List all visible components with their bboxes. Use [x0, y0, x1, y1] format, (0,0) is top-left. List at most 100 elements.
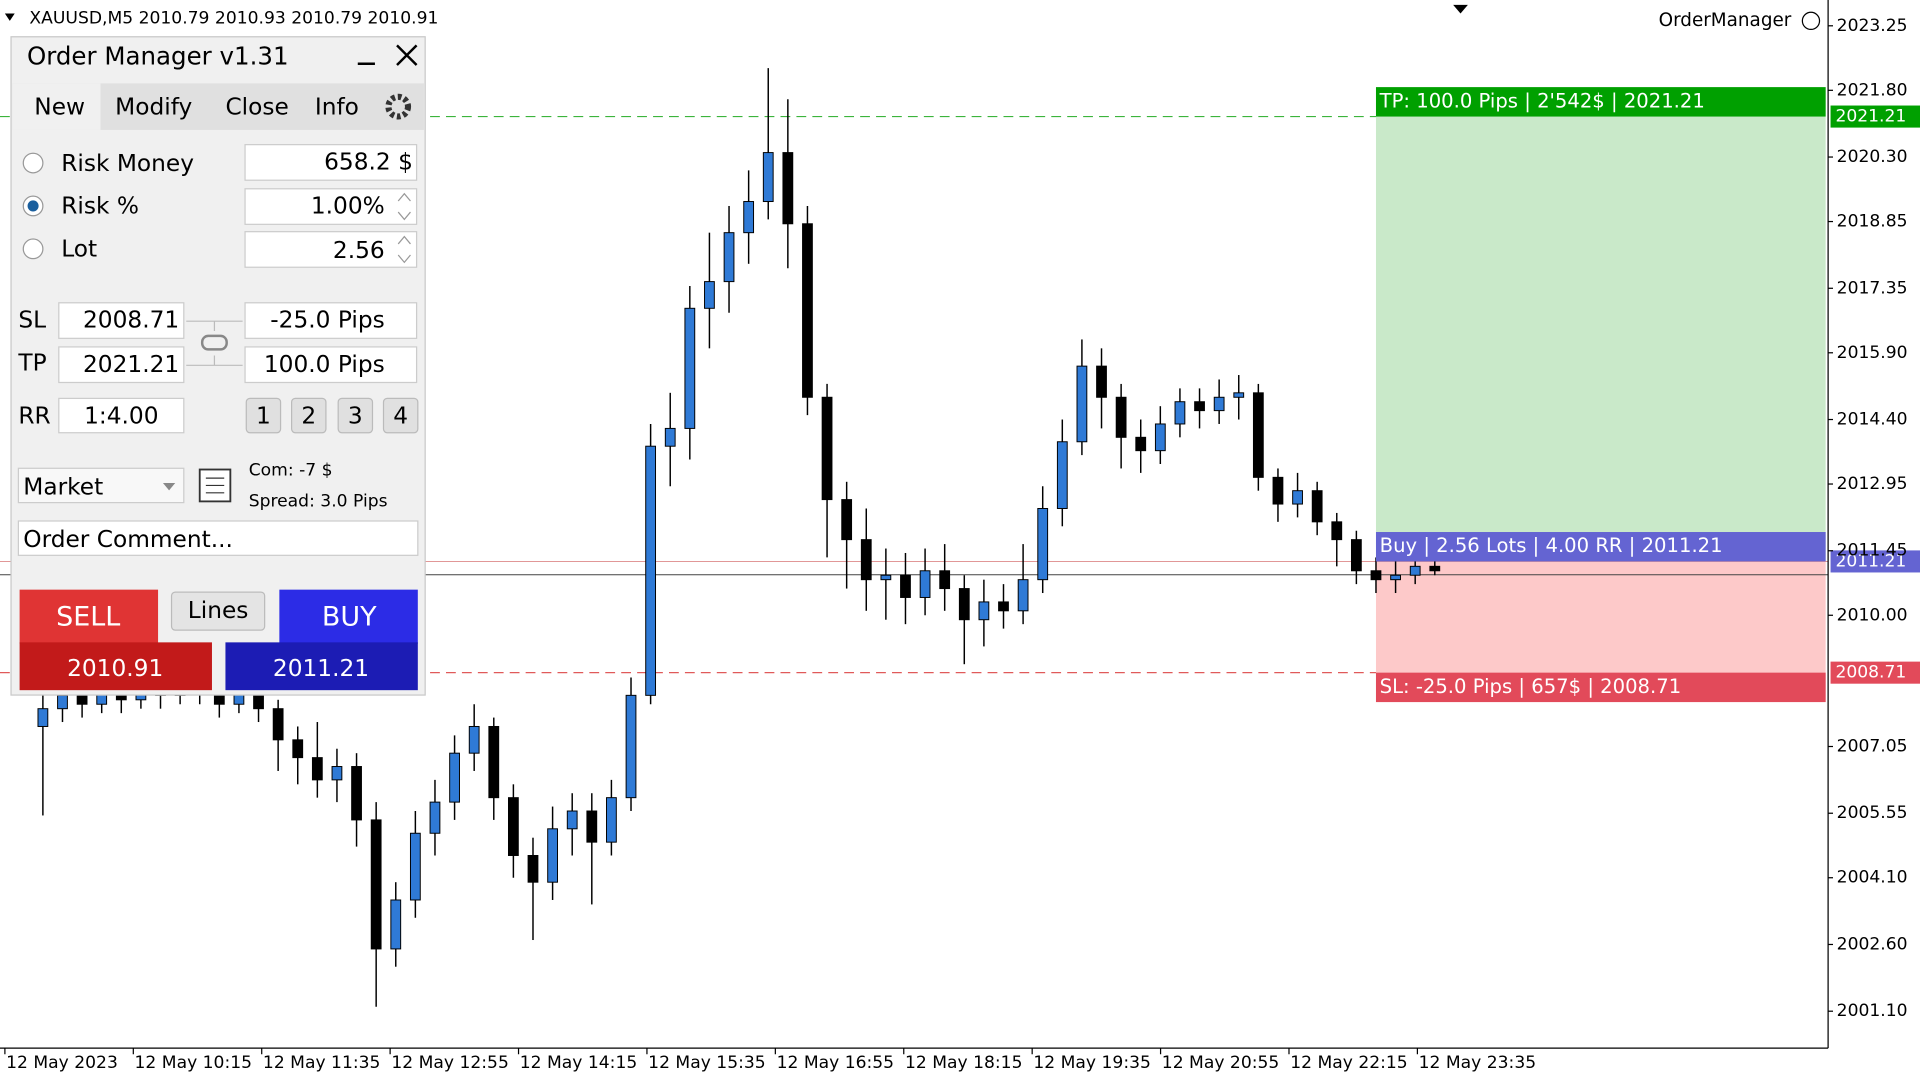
candle-body — [880, 574, 892, 581]
candle-body — [645, 445, 657, 696]
lines-button[interactable] — [170, 591, 266, 631]
close-button[interactable] — [396, 44, 418, 66]
field-label: Risk % — [61, 193, 139, 220]
rr-button[interactable] — [291, 397, 327, 434]
field-label: Risk Money — [61, 150, 194, 177]
input[interactable] — [244, 144, 418, 181]
sell-price-button[interactable] — [19, 642, 212, 691]
radio-selected — [27, 200, 39, 212]
y-tick-label: 2012.95 — [1837, 474, 1908, 494]
candle-body — [76, 694, 88, 705]
candle-body — [1390, 574, 1401, 581]
tp-zone — [1375, 87, 1826, 562]
y-tick-label: 2005.55 — [1837, 803, 1908, 823]
symbol-menu[interactable] — [4, 13, 15, 21]
input[interactable] — [244, 346, 418, 384]
level-label: TP: 100.0 Pips | 2'542$ | 2021.21 — [1379, 89, 1705, 112]
input[interactable] — [244, 188, 418, 225]
candle-body — [351, 766, 362, 821]
shift-marker — [1453, 4, 1468, 14]
buy-button[interactable] — [279, 589, 418, 644]
rr-button[interactable] — [382, 397, 419, 434]
commission: Com: -7 $ — [249, 461, 333, 481]
y-tick-label: 2021.80 — [1837, 80, 1908, 100]
y-tick-label: 2010.00 — [1837, 605, 1908, 625]
level-label: SL: -25.0 Pips | 657$ | 2008.71 — [1380, 675, 1682, 698]
candle-body — [488, 725, 500, 799]
spread: Spread: 3.0 Pips — [249, 491, 388, 511]
candle-body — [311, 757, 323, 781]
rr-button[interactable] — [337, 397, 374, 434]
x-tick-label: 12 May 20:55 — [1162, 1053, 1280, 1073]
price-tag-label: 2011.21 — [1835, 551, 1906, 571]
price-tag-label: 2021.21 — [1835, 107, 1906, 127]
rr-buttons: 1 2 3 4 — [245, 397, 419, 434]
candle-body — [1174, 401, 1186, 425]
x-tick-label: 12 May 16:55 — [777, 1053, 895, 1073]
input[interactable] — [244, 302, 418, 339]
candle-body — [1233, 392, 1245, 398]
candle-body — [1409, 565, 1421, 576]
dropdown-arrow — [162, 482, 176, 491]
lines-label: Lines — [188, 597, 249, 624]
buy-price: 2011.21 — [273, 655, 369, 682]
candle-body — [821, 396, 833, 501]
radio[interactable] — [22, 152, 44, 174]
candle-body — [409, 832, 421, 901]
input-value: 658.2 $ — [324, 149, 413, 176]
level-bar — [1375, 87, 1826, 117]
input[interactable] — [58, 302, 185, 339]
level-bar — [1375, 672, 1826, 703]
x-tick-label: 12 May 18:15 — [905, 1053, 1023, 1073]
tab[interactable]: Info — [315, 93, 359, 120]
candle-body — [900, 574, 911, 598]
candle-body — [468, 725, 480, 754]
rr-button-label: 2 — [301, 402, 316, 429]
tab[interactable]: Modify — [115, 93, 192, 120]
y-tick-label: 2007.05 — [1837, 736, 1908, 756]
y-tick-label: 2018.85 — [1837, 212, 1908, 232]
input[interactable] — [244, 231, 418, 268]
settings-gear[interactable] — [385, 93, 412, 120]
candle-body — [1292, 490, 1303, 505]
order-type-dropdown[interactable] — [17, 467, 185, 504]
input[interactable] — [58, 346, 185, 384]
comment-input[interactable] — [17, 520, 419, 556]
details-icon[interactable] — [198, 468, 232, 503]
level-bar — [1375, 532, 1826, 562]
input-value: 2.56 — [333, 237, 385, 264]
sell-button[interactable] — [19, 589, 159, 644]
candle-body — [723, 232, 735, 283]
field-label: SL — [18, 307, 46, 334]
tab[interactable]: Close — [225, 93, 288, 120]
x-tick-label: 12 May 19:35 — [1033, 1053, 1151, 1073]
tab[interactable]: New — [34, 93, 85, 120]
buy-price-button[interactable] — [225, 642, 418, 691]
candle-body — [1213, 396, 1225, 412]
tab-selected — [12, 83, 101, 130]
candle-body — [1037, 508, 1049, 581]
candle-body — [1154, 423, 1166, 452]
candle-body — [449, 752, 460, 803]
rr-button-label: 1 — [256, 402, 271, 429]
candle-body — [684, 307, 696, 429]
x-tick-label: 12 May 14:15 — [520, 1053, 638, 1073]
radio[interactable] — [22, 238, 44, 260]
x-tick-label: 12 May 15:35 — [648, 1053, 766, 1073]
candle-body — [782, 152, 794, 225]
input[interactable] — [58, 397, 185, 434]
candle-body — [762, 152, 774, 203]
candle-body — [1017, 579, 1029, 612]
y-tick-label: 2017.35 — [1837, 278, 1908, 298]
x-tick-label: 12 May 12:55 — [391, 1053, 509, 1073]
candle-body — [939, 570, 951, 590]
candle-body — [429, 801, 441, 834]
field-label: Lot — [61, 236, 97, 263]
candle-body — [841, 499, 853, 541]
candle-body — [625, 694, 637, 799]
candle-body — [1115, 396, 1127, 438]
rr-button[interactable] — [245, 397, 282, 434]
candle-body — [958, 588, 970, 621]
link-icon[interactable] — [200, 334, 228, 351]
